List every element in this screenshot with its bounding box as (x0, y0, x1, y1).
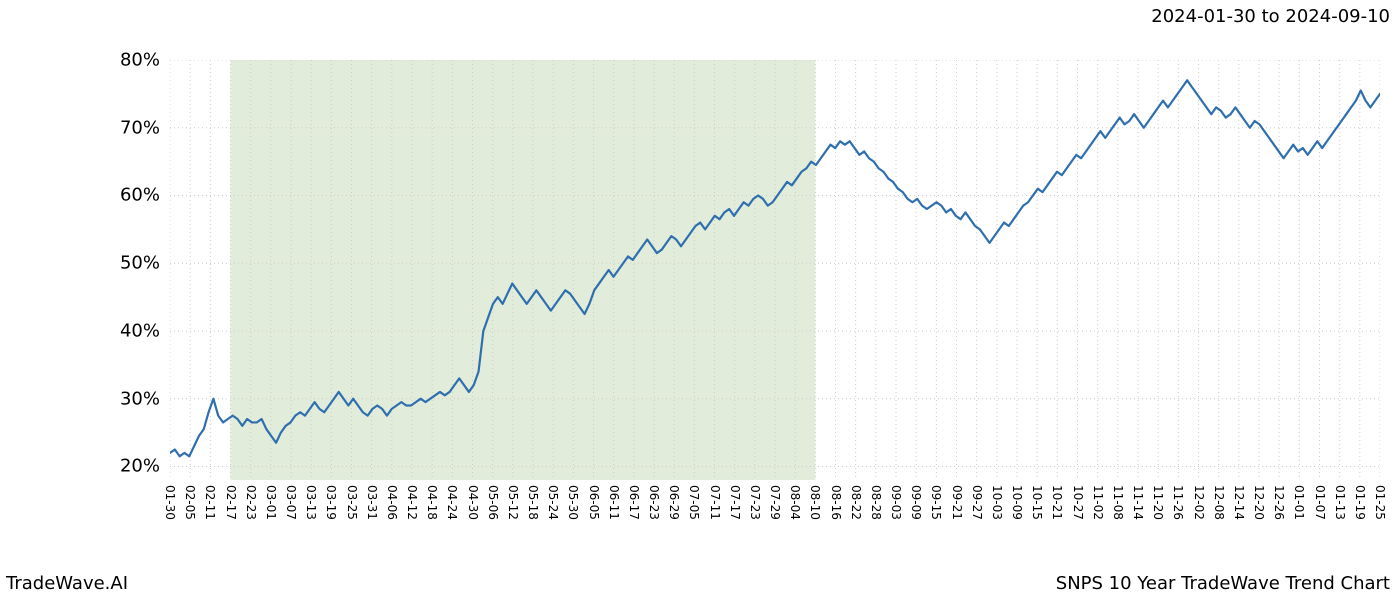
x-tick-label: 11-14 (1131, 485, 1145, 520)
x-tick-label: 10-03 (990, 485, 1004, 520)
x-tick-label: 05-30 (566, 485, 580, 520)
x-tick-label: 07-17 (728, 485, 742, 520)
x-tick-label: 08-28 (869, 485, 883, 520)
x-tick-label: 01-25 (1373, 485, 1387, 520)
x-tick-label: 07-23 (748, 485, 762, 520)
x-tick-label: 12-26 (1272, 485, 1286, 520)
y-tick-label: 60% (100, 185, 160, 206)
x-tick-label: 02-17 (224, 485, 238, 520)
x-tick-label: 11-26 (1171, 485, 1185, 520)
x-tick-label: 05-12 (506, 485, 520, 520)
x-tick-label: 06-17 (627, 485, 641, 520)
x-tick-label: 02-11 (203, 485, 217, 520)
x-tick-label: 03-13 (304, 485, 318, 520)
x-tick-label: 12-08 (1212, 485, 1226, 520)
x-tick-label: 04-24 (445, 485, 459, 520)
x-tick-label: 04-18 (425, 485, 439, 520)
x-tick-label: 05-24 (546, 485, 560, 520)
x-tick-label: 07-11 (708, 485, 722, 520)
y-tick-label: 20% (100, 456, 160, 477)
x-tick-label: 11-08 (1111, 485, 1125, 520)
y-tick-label: 40% (100, 320, 160, 341)
x-tick-label: 01-30 (163, 485, 177, 520)
x-tick-label: 12-02 (1192, 485, 1206, 520)
y-tick-label: 80% (100, 50, 160, 71)
x-tick-label: 06-05 (587, 485, 601, 520)
x-tick-label: 03-19 (324, 485, 338, 520)
x-tick-label: 08-10 (808, 485, 822, 520)
x-tick-label: 03-07 (284, 485, 298, 520)
x-tick-label: 04-06 (385, 485, 399, 520)
x-tick-label: 01-19 (1353, 485, 1367, 520)
x-tick-label: 02-05 (183, 485, 197, 520)
x-tick-label: 09-09 (909, 485, 923, 520)
x-tick-label: 04-30 (466, 485, 480, 520)
y-tick-label: 70% (100, 117, 160, 138)
x-tick-label: 08-04 (788, 485, 802, 520)
x-tick-label: 01-13 (1333, 485, 1347, 520)
x-tick-label: 01-07 (1313, 485, 1327, 520)
x-tick-label: 06-29 (667, 485, 681, 520)
x-tick-label: 05-18 (526, 485, 540, 520)
x-tick-label: 12-14 (1232, 485, 1246, 520)
chart-container: { "header": { "date_range": "2024-01-30 … (0, 0, 1400, 600)
x-tick-label: 05-06 (486, 485, 500, 520)
x-tick-label: 11-20 (1151, 485, 1165, 520)
x-tick-label: 02-23 (244, 485, 258, 520)
x-tick-label: 08-22 (849, 485, 863, 520)
x-tick-label: 10-21 (1050, 485, 1064, 520)
x-tick-label: 03-25 (345, 485, 359, 520)
x-tick-label: 09-15 (929, 485, 943, 520)
chart-title: SNPS 10 Year TradeWave Trend Chart (1056, 573, 1390, 594)
y-tick-label: 50% (100, 253, 160, 274)
line-chart (170, 60, 1380, 480)
x-tick-label: 10-09 (1010, 485, 1024, 520)
x-tick-label: 10-27 (1071, 485, 1085, 520)
x-tick-label: 11-02 (1091, 485, 1105, 520)
x-tick-label: 04-12 (405, 485, 419, 520)
x-tick-label: 10-15 (1030, 485, 1044, 520)
x-tick-label: 09-21 (950, 485, 964, 520)
x-tick-label: 12-20 (1252, 485, 1266, 520)
x-tick-label: 07-05 (687, 485, 701, 520)
x-tick-label: 01-01 (1292, 485, 1306, 520)
x-tick-label: 03-31 (365, 485, 379, 520)
x-tick-label: 09-27 (970, 485, 984, 520)
x-tick-label: 03-01 (264, 485, 278, 520)
x-tick-label: 09-03 (889, 485, 903, 520)
chart-svg (170, 60, 1380, 480)
date-range-label: 2024-01-30 to 2024-09-10 (1151, 6, 1390, 27)
x-tick-label: 07-29 (768, 485, 782, 520)
y-tick-label: 30% (100, 388, 160, 409)
x-tick-label: 08-16 (829, 485, 843, 520)
x-tick-label: 06-23 (647, 485, 661, 520)
brand-label: TradeWave.AI (6, 573, 128, 594)
x-tick-label: 06-11 (607, 485, 621, 520)
